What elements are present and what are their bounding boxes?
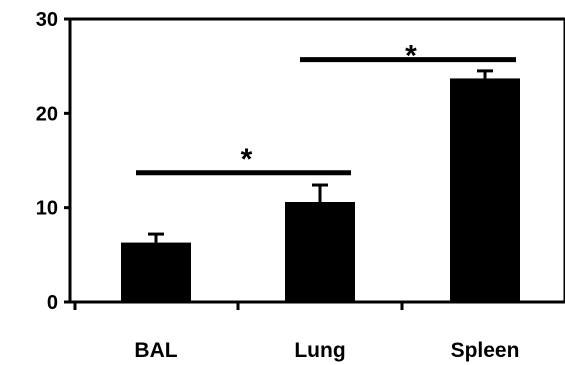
significance-asterisk-2: * (405, 40, 417, 73)
category-label-spleen: Spleen (451, 339, 520, 362)
error-bars-layer (148, 69, 493, 243)
labels-layer: BAL Lung Spleen 0 10 20 30 (36, 9, 520, 362)
significance-layer: ** (136, 40, 516, 176)
y-tick-label-30: 30 (36, 9, 58, 31)
significance-asterisk-1: * (241, 143, 253, 176)
category-label-bal: BAL (134, 339, 177, 362)
category-label-lung: Lung (294, 339, 345, 362)
plot-frame (68, 17, 565, 304)
bar-lung (285, 202, 355, 302)
y-tick-label-20: 20 (36, 103, 58, 125)
y-tick-label-0: 0 (47, 292, 58, 314)
axes-layer (64, 17, 565, 310)
bar-spleen (450, 78, 520, 303)
bars-layer (121, 78, 520, 303)
bar-bal (121, 242, 191, 302)
y-tick-label-10: 10 (36, 198, 58, 220)
